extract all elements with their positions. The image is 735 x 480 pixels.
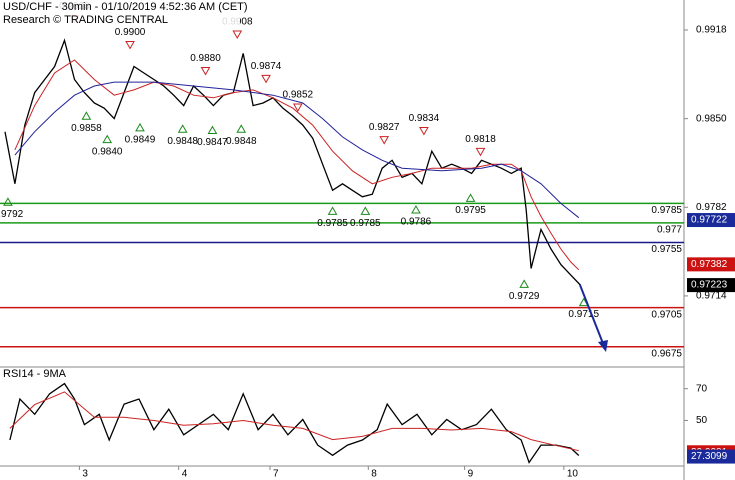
pivot-marker (207, 125, 218, 135)
x-tick-label: 3 (82, 469, 88, 480)
price-box (687, 278, 735, 293)
y-tick-label: 70 (696, 383, 708, 394)
pivot-marker (236, 124, 247, 133)
pivot-marker (102, 134, 113, 144)
pivot-label: 0.9849 (125, 135, 156, 146)
x-tick-label: 7 (273, 469, 279, 480)
level-label: 0.9705 (651, 309, 682, 320)
pivot-label: 0.9847 (197, 137, 228, 148)
pivot-label: 0.9785 (350, 218, 381, 229)
pivot-label: 0.9818 (465, 134, 496, 145)
y-tick-label: 0.9782 (696, 202, 727, 213)
y-tick-label: 0.9714 (696, 291, 727, 302)
pivot-label: 0.9834 (409, 113, 440, 124)
pivot-label: 0.9900 (115, 27, 146, 38)
level-label: 0.9675 (651, 348, 682, 359)
pivot-label: 0.9852 (283, 90, 314, 101)
level-label: 0.977 (657, 225, 682, 236)
y-tick-label: 0.9850 (696, 113, 727, 124)
pivot-label: 0.9880 (190, 53, 221, 64)
pivot-marker (292, 103, 303, 113)
y-tick-label: 0.9918 (696, 25, 727, 36)
pivot-label: 0.9795 (455, 205, 486, 216)
pivot-marker (81, 111, 92, 120)
series-line (4, 38, 582, 286)
price-box (687, 257, 735, 272)
pivot-marker (360, 206, 371, 215)
pivot-label: 0.9874 (251, 61, 282, 72)
pivot-label: 0.9858 (71, 123, 102, 134)
pivot-marker (3, 197, 13, 206)
rsi-title: RSI14 - 9MA (3, 368, 67, 380)
pivot-marker (379, 136, 390, 145)
pivot-marker (125, 40, 135, 50)
x-tick-label: 10 (567, 469, 579, 480)
pivot-label: 0.9848 (226, 136, 257, 147)
y-tick-label: 50 (696, 415, 708, 426)
x-tick-label: 9 (468, 469, 474, 480)
chart-title: USD/CHF - 30min - 01/10/2019 4:52:36 AM … (3, 1, 248, 13)
pivot-label: 0.9786 (401, 217, 432, 228)
pivot-label: 0.9715 (568, 309, 599, 320)
level-label: 0.9785 (651, 205, 682, 216)
series-line (14, 59, 580, 271)
pivot-marker (519, 279, 530, 288)
x-tick-label: 4 (182, 469, 188, 480)
pivot-label: 0.9848 (167, 136, 198, 147)
pivot-label: 0.9785 (317, 218, 348, 229)
pivot-marker (475, 147, 486, 157)
pivot-label: 0.9840 (92, 146, 123, 157)
forecast-arrow (579, 284, 605, 347)
pivot-marker (465, 193, 476, 202)
series-line (14, 81, 580, 219)
pivot-marker (200, 67, 211, 76)
pivot-label: 0.9792 (0, 209, 24, 220)
x-tick-label: 8 (371, 469, 377, 480)
header-bg (0, 0, 240, 26)
forecast-arrowhead (598, 340, 608, 352)
series-line (9, 391, 579, 452)
pivot-marker (411, 205, 421, 214)
pivot-marker (327, 206, 338, 215)
price-box-label: 0.97722 (691, 215, 728, 226)
price-box (687, 449, 735, 464)
pivot-label: 0.9827 (369, 122, 400, 133)
price-box (687, 213, 735, 228)
pivot-marker (135, 122, 145, 132)
price-box-label: 0.97223 (691, 280, 728, 291)
level-label: 0.9755 (651, 244, 682, 255)
price-box-label: 27.3099 (691, 451, 728, 462)
pivot-marker (261, 74, 271, 84)
pivot-label: 0.9729 (509, 291, 540, 302)
price-box-label: 0.97382 (691, 259, 728, 270)
pivot-marker (177, 124, 188, 133)
pivot-marker (419, 126, 429, 136)
chart-subtitle: Research © TRADING CENTRAL (3, 14, 168, 26)
pivot-marker (232, 30, 243, 40)
